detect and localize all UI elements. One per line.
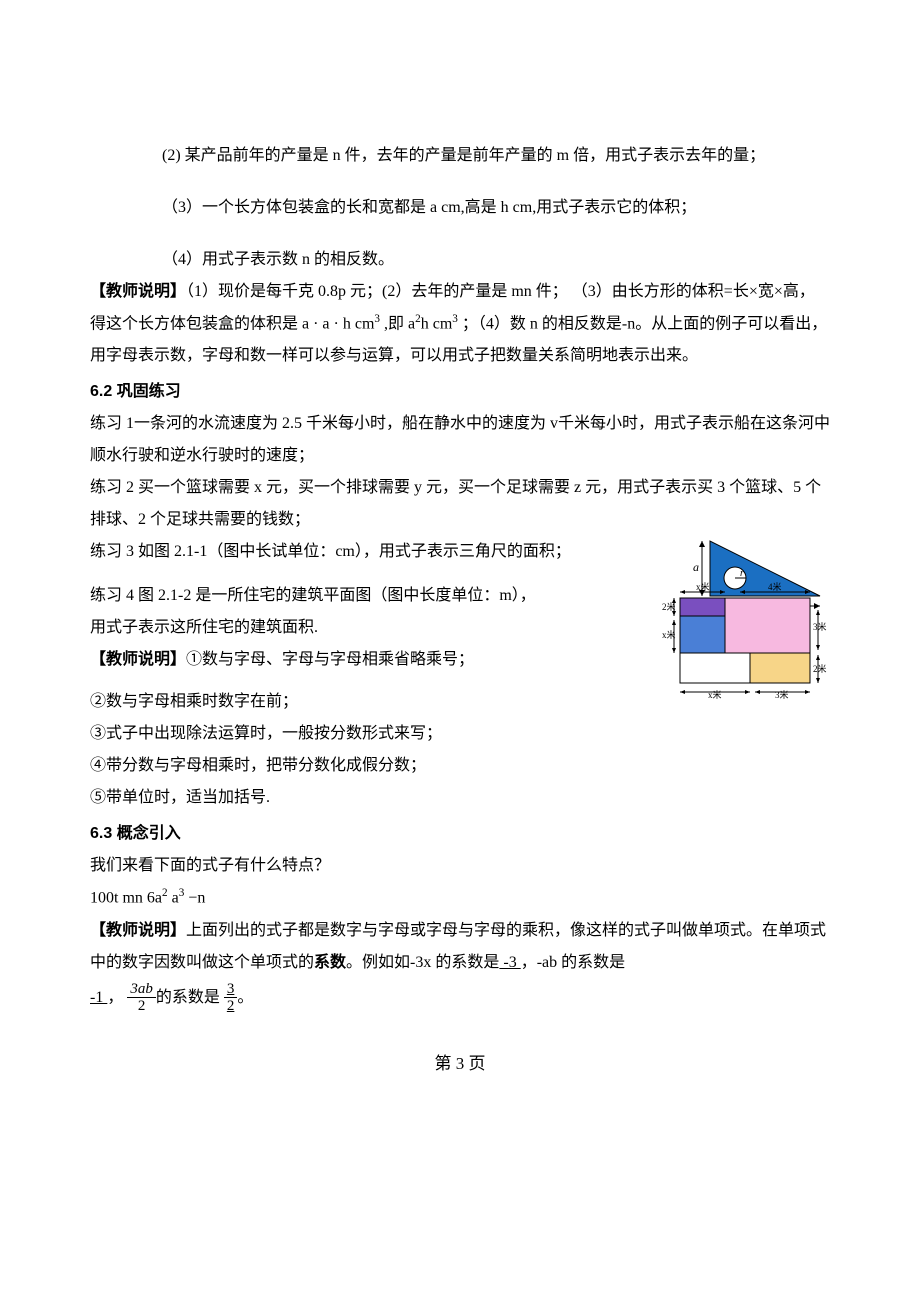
section-6-2-title: 6.2 巩固练习	[90, 376, 830, 408]
teacher-note-3: 【教师说明】上面列出的式子都是数字与字母或字母与字母的乘积，像这样的式子叫做单项…	[90, 915, 830, 979]
document-page: (2) 某产品前年的产量是 n 件，去年的产量是前年产量的 m 倍，用式子表示去…	[0, 0, 920, 1141]
svg-text:2米: 2米	[813, 663, 827, 674]
svg-text:x米: x米	[708, 689, 722, 700]
question-4: （4）用式子表示数 n 的相反数。	[90, 244, 830, 276]
fraction-3ab-2: 3ab 2	[127, 981, 156, 1015]
teacher-note-2: 【教师说明】①数与字母、字母与字母相乘省略乘号；	[90, 644, 650, 676]
practice-4b: 用式子表示这所住宅的建筑面积.	[90, 612, 650, 644]
rule-4: ④带分数与字母相乘时，把带分数化成假分数；	[90, 750, 830, 782]
rule-3: ③式子中出现除法运算时，一般按分数形式来写；	[90, 718, 830, 750]
question-2: (2) 某产品前年的产量是 n 件，去年的产量是前年产量的 m 倍，用式子表示去…	[90, 140, 830, 172]
fraction-3-2: 3 2	[224, 981, 238, 1015]
practice-3-row: 练习 3 如图 2.1-1（图中长试单位：cm），用式子表示三角尺的面积； r …	[90, 536, 830, 568]
answer-1: -3	[499, 954, 520, 971]
svg-text:3米: 3米	[775, 689, 789, 700]
floor-plan-figure: x米 4米 2米 x米 3米 2米 x米 3米	[660, 580, 830, 700]
teacher-label: 【教师说明】	[90, 283, 186, 300]
svg-text:x米: x米	[696, 581, 710, 592]
practice-4a: 练习 4 图 2.1-2 是一所住宅的建筑平面图（图中长度单位：m），	[90, 580, 650, 612]
page-number: 第 3 页	[90, 1017, 830, 1081]
practice-2: 练习 2 买一个篮球需要 x 元，买一个排球需要 y 元，买一个足球需要 z 元…	[90, 472, 830, 536]
rule-5: ⑤带单位时，适当加括号.	[90, 782, 830, 814]
section-6-3-title: 6.3 概念引入	[90, 818, 830, 850]
practice-4-row: 练习 4 图 2.1-2 是一所住宅的建筑平面图（图中长度单位：m）， 用式子表…	[90, 580, 830, 676]
svg-text:4米: 4米	[768, 581, 782, 592]
question-3: （3）一个长方体包装盒的长和宽都是 a cm,高是 h cm,用式子表示它的体积…	[90, 192, 830, 224]
intro-question: 我们来看下面的式子有什么特点？	[90, 850, 830, 882]
coefficient-term: 系数	[314, 954, 346, 971]
answer-2: -1	[90, 989, 107, 1006]
svg-text:a: a	[693, 560, 699, 574]
expression-list: 100t mn 6a2 a3 −n	[90, 882, 830, 914]
svg-text:3米: 3米	[813, 621, 827, 632]
svg-text:r: r	[740, 568, 744, 579]
teacher-note-1: 【教师说明】（1）现价是每千克 0.8p 元；(2）去年的产量是 mn 件； （…	[90, 276, 830, 372]
practice-1: 练习 1一条河的水流速度为 2.5 千米每小时，船在静水中的速度为 v千米每小时…	[90, 408, 830, 472]
practice-3: 练习 3 如图 2.1-1（图中长试单位：cm），用式子表示三角尺的面积；	[90, 536, 650, 568]
svg-text:x米: x米	[662, 629, 676, 640]
teacher-note-3-line2: -1 ， 3ab 2 的系数是 3 2 。	[90, 979, 830, 1017]
